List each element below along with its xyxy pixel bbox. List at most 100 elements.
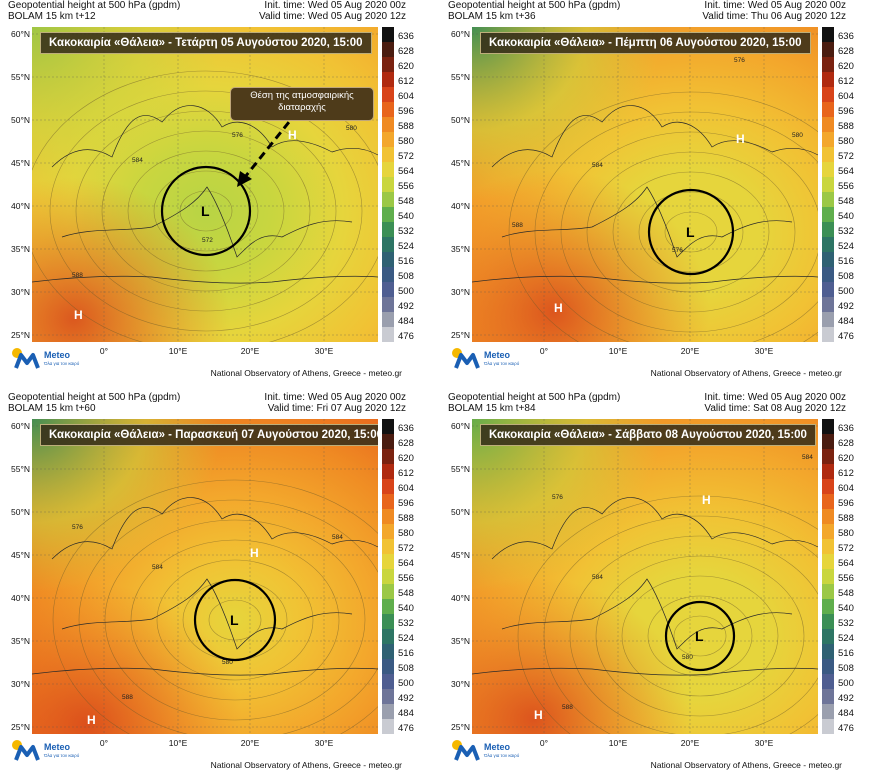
colorbar-segment	[382, 644, 394, 659]
forecast-banner: Κακοκαιρία «Θάλεια» - Παρασκευή 07 Αυγού…	[40, 424, 378, 446]
colorbar-segment	[822, 614, 834, 629]
colorbar-label: 564	[398, 558, 414, 569]
header-right: Init. time: Wed 05 Aug 2020 00z Valid tim…	[259, 0, 406, 22]
colorbar-label: 636	[398, 31, 414, 42]
latitude-label: 50°N	[451, 115, 470, 125]
colorbar-segment	[822, 569, 834, 584]
colorbar-label: 484	[838, 708, 854, 719]
meteo-logo: Meteo Όλα για τον καιρό	[450, 346, 520, 372]
colorbar-label: 484	[838, 316, 854, 327]
colorbar-segment	[822, 327, 834, 342]
header-right: Init. time: Wed 05 Aug 2020 00z Valid tim…	[704, 392, 846, 414]
height-contour	[179, 190, 233, 232]
colorbar-segment	[382, 719, 394, 734]
contour-label: 584	[132, 157, 143, 164]
latitude-label: 30°N	[451, 287, 470, 297]
colorbar-segment	[822, 584, 834, 599]
forecast-banner: Κακοκαιρία «Θάλεια» - Τετάρτη 05 Αυγούστ…	[40, 32, 372, 54]
latitude-label: 55°N	[11, 72, 30, 82]
contour-label: 584	[592, 574, 603, 581]
colorbar-label: 508	[838, 663, 854, 674]
product-title: Geopotential height at 500 hPa (gpdm)	[448, 0, 621, 11]
colorbar-segment	[822, 117, 834, 132]
colorbar-label: 628	[838, 438, 854, 449]
colorbar-segment	[382, 282, 394, 297]
colorbar-segment	[382, 72, 394, 87]
low-pressure-label: L	[686, 224, 695, 240]
credit-text: National Observatory of Athens, Greece -…	[650, 368, 842, 378]
height-contour	[49, 90, 363, 332]
contour-label: 580	[792, 132, 803, 139]
height-contour	[534, 111, 818, 342]
colorbar-label: 484	[398, 316, 414, 327]
colorbar-label: 572	[838, 151, 854, 162]
colorbar-label: 636	[838, 31, 854, 42]
longitude-label: 0°	[539, 738, 549, 748]
colorbar-label: 588	[838, 513, 854, 524]
colorbar-label: 548	[398, 196, 414, 207]
colorbar-segment	[382, 599, 394, 614]
latitude-label: 55°N	[11, 464, 30, 474]
colorbar-label: 492	[838, 693, 854, 704]
ridge-field	[32, 419, 378, 734]
header-left: Geopotential height at 500 hPa (gpdm) BOL…	[448, 392, 620, 414]
colorbar-label: 516	[838, 256, 854, 267]
colorbar	[382, 419, 394, 734]
colorbar-label: 588	[838, 121, 854, 132]
latitude-label: 55°N	[451, 464, 470, 474]
colorbar-label: 620	[838, 61, 854, 72]
logo-tagline: Όλα για τον καιρό	[484, 753, 520, 758]
colorbar-label: 580	[398, 528, 414, 539]
colorbar-segment	[822, 132, 834, 147]
model-run: BOLAM 15 km t+60	[8, 403, 96, 414]
colorbar-label: 612	[398, 468, 414, 479]
latitude-label: 40°N	[451, 593, 470, 603]
colorbar	[822, 27, 834, 342]
colorbar-segment	[822, 704, 834, 719]
colorbar-label: 476	[398, 723, 414, 734]
colorbar-segment	[382, 57, 394, 72]
height-contour	[52, 479, 378, 734]
header-left: Geopotential height at 500 hPa (gpdm) BOL…	[8, 0, 180, 22]
ridge-field	[472, 419, 818, 734]
colorbar-label: 540	[398, 211, 414, 222]
coastline	[32, 105, 378, 284]
colorbar-label: 620	[398, 453, 414, 464]
longitude-label: 20°E	[240, 346, 260, 356]
colorbar-segment	[382, 192, 394, 207]
credit-text: National Observatory of Athens, Greece -…	[650, 760, 842, 770]
map-svg: 584 576 580 576 588 L H H	[472, 27, 818, 342]
latitude-label: 60°N	[451, 421, 470, 431]
colorbar-label: 492	[838, 301, 854, 312]
colorbar-segment	[822, 222, 834, 237]
colorbar-segment	[822, 494, 834, 509]
high-pressure-label: H	[534, 708, 543, 722]
longitude-label: 0°	[99, 346, 109, 356]
height-contour	[560, 131, 818, 333]
colorbar-segment	[382, 584, 394, 599]
coastline	[472, 497, 818, 676]
colorbar-label: 524	[838, 241, 854, 252]
colorbar-label: 596	[398, 498, 414, 509]
colorbar-segment	[382, 464, 394, 479]
valid-time: Valid time: Sat 08 Aug 2020 12z	[704, 403, 846, 414]
init-time: Init. time: Wed 05 Aug 2020 00z	[264, 0, 406, 11]
colorbar-segment	[822, 539, 834, 554]
colorbar-segment	[382, 524, 394, 539]
latitude-label: 30°N	[451, 679, 470, 689]
map-svg: 584 580 584 576 588 L H H	[472, 419, 818, 734]
forecast-panel-4: Geopotential height at 500 hPa (gpdm) BOL…	[440, 392, 860, 772]
longitude-label: 30°E	[754, 346, 774, 356]
colorbar-label: 596	[838, 498, 854, 509]
colorbar-label: 628	[398, 438, 414, 449]
latitude-label: 60°N	[11, 29, 30, 39]
height-contour	[156, 559, 314, 681]
colorbar-label: 524	[838, 633, 854, 644]
colorbar-label: 516	[838, 648, 854, 659]
colorbar-label: 524	[398, 633, 414, 644]
colorbar-segment	[382, 419, 394, 434]
coastline	[32, 497, 378, 676]
colorbar-label: 532	[398, 226, 414, 237]
high-pressure-label: H	[87, 713, 96, 727]
latitude-label: 25°N	[11, 330, 30, 340]
